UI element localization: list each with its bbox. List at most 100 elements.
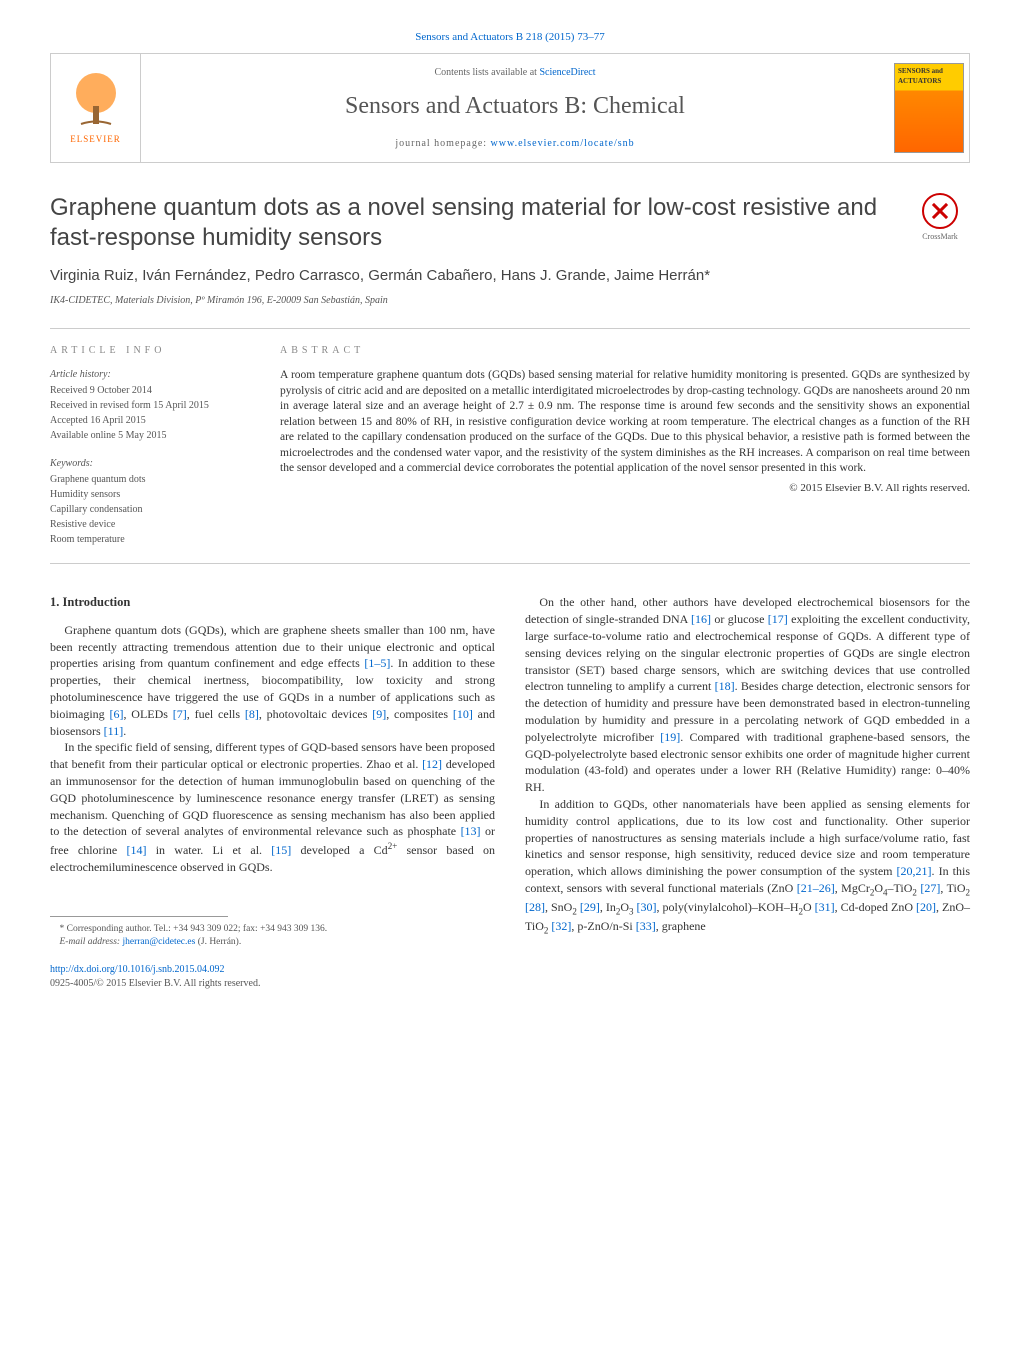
text-run: , poly(vinylalcohol)–KOH–H bbox=[657, 900, 799, 914]
abstract-copyright: © 2015 Elsevier B.V. All rights reserved… bbox=[280, 481, 970, 496]
history-label: Article history: bbox=[50, 368, 245, 382]
text-run: , OLEDs bbox=[123, 707, 172, 721]
keyword-item: Humidity sensors bbox=[50, 488, 245, 502]
ref-link[interactable]: [8] bbox=[245, 707, 259, 721]
superscript: 2+ bbox=[388, 841, 398, 851]
section-heading: 1. Introduction bbox=[50, 594, 495, 612]
ref-link[interactable]: [15] bbox=[271, 843, 291, 857]
journal-header: ELSEVIER Contents lists available at Sci… bbox=[50, 53, 970, 163]
crossmark-label: CrossMark bbox=[910, 231, 970, 242]
keyword-item: Room temperature bbox=[50, 533, 245, 547]
text-run: E-mail address: bbox=[60, 937, 123, 947]
text-run: developed a Cd bbox=[291, 843, 387, 857]
contents-available: Contents lists available at ScienceDirec… bbox=[151, 66, 879, 80]
ref-link[interactable]: [17] bbox=[768, 612, 788, 626]
ref-link[interactable]: [14] bbox=[126, 843, 146, 857]
journal-name: Sensors and Actuators B: Chemical bbox=[151, 90, 879, 124]
elsevier-label: ELSEVIER bbox=[70, 133, 121, 146]
history-item: Received in revised form 15 April 2015 bbox=[50, 399, 245, 413]
keywords-label: Keywords: bbox=[50, 457, 245, 471]
ref-link[interactable]: [21–26] bbox=[797, 881, 835, 895]
body-paragraph: In addition to GQDs, other nanomaterials… bbox=[525, 796, 970, 937]
email-footnote: E-mail address: jherran@cidetec.es (J. H… bbox=[50, 936, 495, 949]
affiliation: IK4-CIDETEC, Materials Division, Pº Mira… bbox=[50, 294, 970, 308]
journal-homepage: journal homepage: www.elsevier.com/locat… bbox=[151, 137, 879, 151]
ref-link[interactable]: [9] bbox=[372, 707, 386, 721]
right-column: On the other hand, other authors have de… bbox=[525, 594, 970, 991]
subscript: 3 bbox=[629, 906, 634, 916]
text-run: , composites bbox=[386, 707, 453, 721]
text-run: –TiO bbox=[888, 881, 913, 895]
journal-citation[interactable]: Sensors and Actuators B 218 (2015) 73–77 bbox=[50, 30, 970, 45]
ref-link[interactable]: [12] bbox=[422, 757, 442, 771]
corresponding-author-footnote: * Corresponding author. Tel.: +34 943 30… bbox=[50, 923, 495, 936]
ref-link[interactable]: [27] bbox=[920, 881, 940, 895]
article-info: ARTICLE INFO Article history: Received 9… bbox=[50, 329, 260, 563]
elsevier-tree-icon bbox=[71, 71, 121, 131]
text-run: , graphene bbox=[656, 919, 706, 933]
issn-copyright: 0925-4005/© 2015 Elsevier B.V. All right… bbox=[50, 978, 260, 989]
ref-link[interactable]: [32] bbox=[551, 919, 571, 933]
body-paragraph: On the other hand, other authors have de… bbox=[525, 594, 970, 796]
text-run: , SnO bbox=[545, 900, 572, 914]
history-item: Accepted 16 April 2015 bbox=[50, 414, 245, 428]
ref-link[interactable]: [28] bbox=[525, 900, 545, 914]
article-info-heading: ARTICLE INFO bbox=[50, 344, 245, 358]
ref-link[interactable]: [10] bbox=[453, 707, 473, 721]
ref-link[interactable]: [20,21] bbox=[897, 864, 932, 878]
footnote-separator bbox=[50, 916, 228, 917]
doi-link[interactable]: http://dx.doi.org/10.1016/j.snb.2015.04.… bbox=[50, 964, 225, 975]
body-paragraph: Graphene quantum dots (GQDs), which are … bbox=[50, 622, 495, 740]
ref-link[interactable]: [29] bbox=[580, 900, 600, 914]
info-abstract-row: ARTICLE INFO Article history: Received 9… bbox=[50, 328, 970, 564]
elsevier-logo[interactable]: ELSEVIER bbox=[51, 54, 141, 162]
text-run: or glucose bbox=[711, 612, 768, 626]
ref-link[interactable]: [11] bbox=[104, 724, 124, 738]
ref-link[interactable]: [31] bbox=[815, 900, 835, 914]
text-run: (J. Herrán). bbox=[195, 937, 241, 947]
ref-link[interactable]: [7] bbox=[173, 707, 187, 721]
abstract-column: ABSTRACT A room temperature graphene qua… bbox=[260, 329, 970, 563]
body-paragraph: In the specific field of sensing, differ… bbox=[50, 739, 495, 875]
email-link[interactable]: jherran@cidetec.es bbox=[122, 937, 195, 947]
text-run: . bbox=[123, 724, 126, 738]
text-run: in water. Li et al. bbox=[146, 843, 271, 857]
text-run: , photovoltaic devices bbox=[259, 707, 372, 721]
body-columns: 1. Introduction Graphene quantum dots (G… bbox=[50, 594, 970, 991]
text-run: , fuel cells bbox=[187, 707, 245, 721]
ref-link[interactable]: [33] bbox=[636, 919, 656, 933]
abstract-text: A room temperature graphene quantum dots… bbox=[280, 368, 970, 477]
text-run: O bbox=[874, 881, 883, 895]
homepage-link[interactable]: www.elsevier.com/locate/snb bbox=[491, 138, 635, 149]
cover-thumbnail: SENSORS and ACTUATORS bbox=[894, 63, 964, 153]
homepage-prefix: journal homepage: bbox=[395, 138, 490, 149]
crossmark-badge[interactable]: CrossMark bbox=[910, 193, 970, 242]
history-item: Available online 5 May 2015 bbox=[50, 429, 245, 443]
ref-link[interactable]: [1–5] bbox=[364, 656, 390, 670]
footer-info: http://dx.doi.org/10.1016/j.snb.2015.04.… bbox=[50, 963, 495, 991]
ref-link[interactable]: [16] bbox=[691, 612, 711, 626]
left-column: 1. Introduction Graphene quantum dots (G… bbox=[50, 594, 495, 991]
ref-link[interactable]: [30] bbox=[637, 900, 657, 914]
history-item: Received 9 October 2014 bbox=[50, 384, 245, 398]
text-run: O bbox=[620, 900, 629, 914]
sciencedirect-link[interactable]: ScienceDirect bbox=[539, 67, 595, 78]
ref-link[interactable]: [13] bbox=[461, 824, 481, 838]
author-list: Virginia Ruiz, Iván Fernández, Pedro Car… bbox=[50, 265, 970, 286]
ref-link[interactable]: [18] bbox=[715, 679, 735, 693]
text-run: , p-ZnO/n-Si bbox=[571, 919, 635, 933]
ref-link[interactable]: [20] bbox=[916, 900, 936, 914]
text-run: O bbox=[803, 900, 815, 914]
ref-link[interactable]: [19] bbox=[660, 730, 680, 744]
header-center: Contents lists available at ScienceDirec… bbox=[141, 56, 889, 162]
journal-cover: SENSORS and ACTUATORS bbox=[889, 54, 969, 162]
keyword-item: Capillary condensation bbox=[50, 503, 245, 517]
text-run: , Cd-doped ZnO bbox=[835, 900, 916, 914]
crossmark-icon bbox=[922, 193, 958, 229]
text-run: , TiO bbox=[940, 881, 965, 895]
contents-prefix: Contents lists available at bbox=[434, 67, 539, 78]
keyword-item: Graphene quantum dots bbox=[50, 473, 245, 487]
abstract-heading: ABSTRACT bbox=[280, 344, 970, 358]
ref-link[interactable]: [6] bbox=[109, 707, 123, 721]
subscript: 2 bbox=[966, 887, 971, 897]
